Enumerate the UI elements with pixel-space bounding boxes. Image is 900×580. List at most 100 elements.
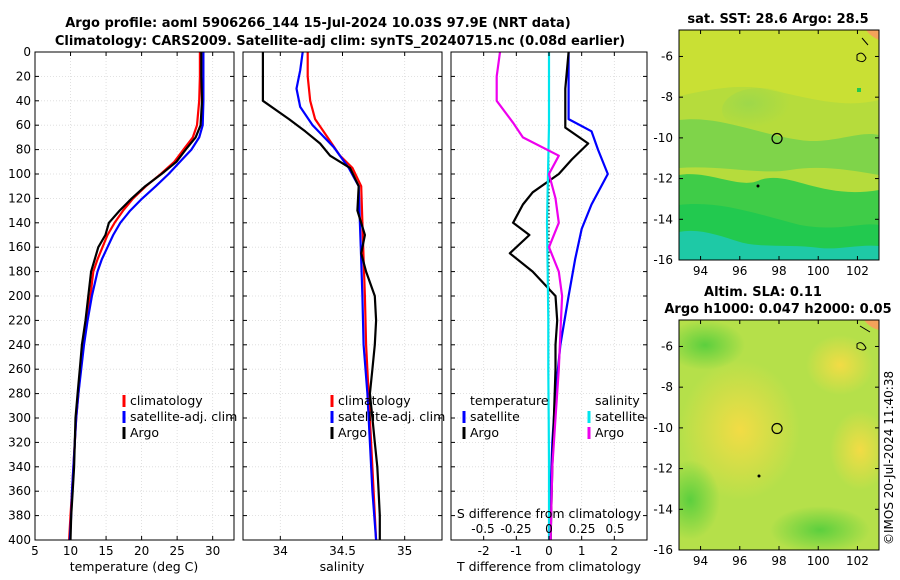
x-tick-label: 30 [205, 544, 220, 558]
legend-argo-label: Argo [130, 425, 159, 440]
difference-ticks: -2 -1 0 1 2 [451, 51, 647, 558]
island-outline-icon [856, 342, 867, 351]
map-y-tick-label: -8 [661, 90, 673, 104]
y-tick-label: 280 [8, 387, 31, 401]
imos-credit: ©IMOS 20-Jul-2024 11:40:38 [882, 371, 896, 545]
sla-field-high-patch [806, 335, 874, 395]
argo-location-circle [771, 422, 783, 435]
y-tick-label: 240 [8, 338, 31, 352]
x-tick-label: 34.5 [329, 544, 356, 558]
sst-field-hot-corner [866, 30, 879, 40]
salinity-gridlines [243, 51, 442, 541]
sla-field-high-patch [680, 360, 800, 500]
difference-s-argo-line [495, 51, 564, 541]
sla-map-title-line-2: Argo h1000: 0.047 h2000: 0.05 [664, 302, 891, 317]
sla-map-coastline [757, 325, 871, 478]
sla-field-low-patch [679, 320, 745, 370]
map-x-tick-label: 94 [693, 554, 708, 568]
sst-map-field [679, 30, 879, 260]
sst-map-panel: sat. SST: 28.6 Argo: 28.5 94 96 98 100 102 -6… [653, 12, 880, 278]
sla-map-ticks: 94 96 98 100 102 -6 -8 -10 -12 -14 -16 [653, 320, 879, 568]
difference-s-satellite-line [545, 52, 551, 540]
map-y-tick-label: -16 [653, 543, 673, 557]
s-difference-tick-label: 0 [545, 522, 553, 536]
legend-satellite-adj-label: satellite-adj. clim [130, 409, 237, 424]
map-y-tick-label: -12 [653, 172, 673, 186]
temperature-legend: climatology satellite-adj. clim Argo [122, 393, 237, 440]
map-x-tick-label: 96 [732, 264, 747, 278]
sst-field-coolest-band [679, 230, 879, 260]
x-tick-label: 35 [397, 544, 412, 558]
sst-field-patch [722, 88, 798, 132]
temperature-argo-line [69, 52, 204, 541]
y-tick-label: 380 [8, 509, 31, 523]
y-tick-label: 220 [8, 313, 31, 327]
x-tick-label: 5 [31, 544, 39, 558]
salinity-argo-line [261, 52, 381, 540]
legend-satellite-adj-label: satellite-adj. clim [338, 409, 445, 424]
figure-title-line-2: Climatology: CARS2009. Satellite-adj cli… [55, 34, 625, 49]
s-difference-label: S difference from climatology [457, 506, 642, 521]
x-tick-label: 20 [134, 544, 149, 558]
y-tick-label: 300 [8, 411, 31, 425]
sst-map-title: sat. SST: 28.6 Argo: 28.5 [687, 12, 868, 27]
coast-outline-icon [861, 37, 869, 46]
y-tick-label: 260 [8, 362, 31, 376]
difference-lines [495, 51, 609, 541]
sla-map-panel: Altim. SLA: 0.11 Argo h1000: 0.047 h2000… [653, 285, 891, 568]
island-dot-icon [756, 184, 760, 188]
temperature-panel: 0 20 40 60 80 100 120 140 160 180 200 220 240 260 280 3… [8, 45, 237, 574]
y-tick-label: 200 [8, 289, 31, 303]
y-tick-label: 340 [8, 460, 31, 474]
map-y-tick-label: -10 [653, 131, 673, 145]
legend-s-argo-label: Argo [595, 425, 624, 440]
map-x-tick-label: 100 [807, 554, 830, 568]
salinity-xlabel: salinity [320, 559, 365, 574]
y-tick-label: 180 [8, 265, 31, 279]
salinity-lines [261, 51, 381, 541]
salinity-satellite-adj-clim-line [295, 51, 378, 541]
s-difference-tick-labels: -0.5 -0.25 0 0.25 0.5 [471, 522, 624, 536]
y-tick-label: 360 [8, 484, 31, 498]
sla-field-low-patch [770, 506, 870, 550]
x-tick-label: 1 [578, 544, 586, 558]
x-tick-label: 34 [273, 544, 288, 558]
y-tick-label: 320 [8, 435, 31, 449]
s-difference-tick-label: -0.25 [500, 522, 531, 536]
map-x-tick-label: 96 [732, 554, 747, 568]
legend-t-satellite-label: satellite [470, 409, 520, 424]
sla-field-high-patch [830, 410, 879, 490]
legend-t-argo-label: Argo [470, 425, 499, 440]
y-tick-label: 400 [8, 533, 31, 547]
salinity-panel: 34 34.5 35 salinity climatology satellite-… [242, 51, 445, 574]
sst-field-speck [857, 88, 861, 92]
map-y-tick-label: -12 [653, 462, 673, 476]
map-y-tick-label: -6 [661, 339, 673, 353]
sst-map-coastline [756, 37, 869, 188]
x-tick-label: 0 [545, 544, 553, 558]
temperature-lines [68, 52, 205, 541]
sla-map-title-line-1: Altim. SLA: 0.11 [704, 285, 822, 300]
map-x-tick-label: 102 [846, 264, 869, 278]
x-tick-label: 10 [63, 544, 78, 558]
temperature-ticks: 0 20 40 60 80 100 120 140 160 180 200 220 240 260 280 3… [8, 45, 234, 558]
legend-argo-label: Argo [338, 425, 367, 440]
sst-map-ticks: 94 96 98 100 102 -6 -8 -10 -12 -14 -16 [653, 30, 879, 278]
salinity-legend: climatology satellite-adj. clim Argo [330, 393, 445, 440]
y-tick-label: 0 [23, 45, 31, 59]
map-x-tick-label: 102 [846, 554, 869, 568]
x-tick-label: 25 [170, 544, 185, 558]
sla-argo-location-marker [771, 422, 783, 435]
y-tick-label: 120 [8, 191, 31, 205]
y-tick-label: 60 [16, 118, 31, 132]
legend-salinity-title: salinity [595, 393, 640, 408]
y-tick-label: 80 [16, 143, 31, 157]
difference-panel: -2 -1 0 1 2 T difference from climatology S … [450, 51, 648, 574]
s-difference-tick-label: 0.5 [605, 522, 624, 536]
x-tick-label: 2 [611, 544, 619, 558]
map-x-tick-label: 98 [771, 554, 786, 568]
coast-outline-icon [859, 325, 871, 333]
legend-climatology-label: climatology [338, 393, 411, 408]
y-tick-label: 100 [8, 167, 31, 181]
